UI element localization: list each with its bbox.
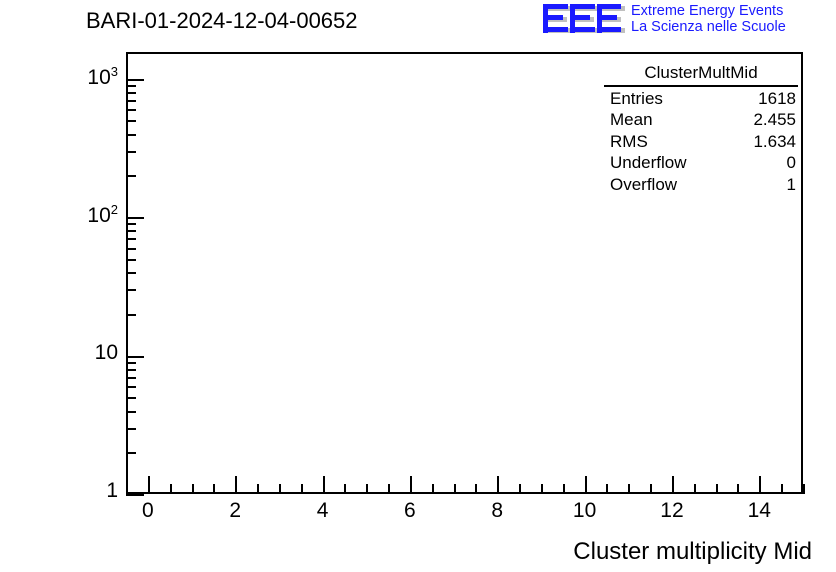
x-axis-tick bbox=[715, 484, 718, 494]
eee-logo-text: Extreme Energy Events La Scienza nelle S… bbox=[631, 3, 786, 35]
y-axis-tick bbox=[126, 272, 136, 275]
x-axis-label: 12 bbox=[660, 499, 684, 522]
stats-row-key: Mean bbox=[610, 110, 653, 129]
x-axis-title: Cluster multiplicity Mid bbox=[573, 538, 812, 565]
y-axis-tick bbox=[126, 84, 136, 87]
x-axis-tick bbox=[300, 484, 303, 494]
stats-row-key: Entries bbox=[610, 88, 663, 108]
y-axis-label: 103 bbox=[87, 63, 118, 89]
y-axis-tick bbox=[126, 238, 136, 241]
stats-box: ClusterMultMid Entries 1618 Mean 2.455 RMS 1.… bbox=[604, 62, 798, 195]
plot-frame bbox=[126, 52, 803, 494]
x-axis-tick bbox=[257, 484, 260, 494]
y-axis-tick bbox=[126, 109, 136, 112]
y-axis-tick bbox=[126, 230, 136, 233]
y-axis-tick bbox=[126, 150, 136, 153]
y-axis-tick bbox=[126, 427, 136, 430]
eee-logo-line2: La Scienza nelle Scuole bbox=[631, 19, 786, 35]
x-axis-tick bbox=[671, 476, 674, 494]
x-axis-tick bbox=[497, 476, 500, 494]
y-axis-tick bbox=[126, 361, 136, 364]
y-axis-tick bbox=[126, 376, 136, 379]
stats-row: Underflow 0 bbox=[604, 152, 798, 174]
stats-row: RMS 1.634 bbox=[604, 131, 798, 153]
stats-row: Mean 2.455 bbox=[604, 109, 798, 131]
x-axis-tick bbox=[169, 484, 172, 494]
stats-row: Overflow 1 bbox=[604, 174, 798, 196]
y-axis-tick bbox=[126, 410, 136, 413]
x-axis-label: 6 bbox=[404, 499, 416, 522]
y-axis-tick bbox=[126, 386, 136, 389]
x-axis-tick bbox=[650, 484, 653, 494]
y-axis-tick bbox=[126, 120, 136, 123]
x-axis-tick bbox=[344, 484, 347, 494]
x-axis-label: 2 bbox=[229, 499, 242, 522]
stats-row-value: 2.455 bbox=[753, 110, 796, 129]
x-axis-tick bbox=[540, 484, 543, 494]
y-axis-tick bbox=[126, 223, 136, 226]
x-axis-tick bbox=[759, 476, 762, 494]
x-axis-tick bbox=[803, 484, 805, 494]
x-axis-tick bbox=[191, 484, 194, 494]
stats-row-key: RMS bbox=[610, 131, 648, 151]
x-axis-tick bbox=[693, 484, 696, 494]
y-axis-tick bbox=[126, 99, 136, 102]
y-axis-tick bbox=[126, 494, 144, 496]
y-axis-tick bbox=[126, 397, 136, 400]
stats-row-value: 1 bbox=[786, 174, 796, 194]
y-axis-label: 102 bbox=[87, 202, 118, 227]
stats-row-value: 0 bbox=[786, 153, 796, 172]
stats-row-key: Overflow bbox=[610, 174, 678, 194]
stats-row-value: 1618 bbox=[758, 88, 796, 108]
x-axis-tick bbox=[628, 484, 631, 494]
y-axis-tick bbox=[126, 355, 144, 358]
stats-row: Entries 1618 bbox=[604, 88, 798, 110]
x-axis-tick bbox=[388, 484, 391, 494]
y-axis-tick bbox=[126, 78, 144, 81]
y-axis-tick bbox=[126, 313, 136, 316]
y-axis-tick bbox=[126, 91, 136, 94]
y-axis-tick bbox=[126, 368, 136, 371]
y-axis-tick bbox=[126, 133, 136, 136]
eee-logo-letters-icon bbox=[543, 4, 625, 33]
y-axis-tick bbox=[126, 217, 144, 219]
stats-row-key: Underflow bbox=[610, 153, 687, 172]
x-axis-tick bbox=[126, 484, 128, 494]
x-axis-tick bbox=[737, 484, 740, 494]
eee-logo: Extreme Energy Events La Scienza nelle S… bbox=[541, 2, 835, 42]
x-axis-label: 8 bbox=[491, 499, 504, 522]
x-axis-label: 10 bbox=[572, 499, 597, 522]
x-axis-tick bbox=[453, 484, 456, 494]
y-axis-tick bbox=[126, 258, 136, 261]
x-axis-tick bbox=[584, 476, 587, 494]
x-axis-tick bbox=[475, 484, 478, 494]
x-axis-tick bbox=[606, 484, 609, 494]
stats-row-value: 1.634 bbox=[753, 131, 796, 151]
y-axis-tick bbox=[126, 247, 136, 250]
y-axis-label: 1 bbox=[106, 479, 118, 502]
x-axis-tick bbox=[781, 484, 784, 494]
x-axis-tick bbox=[519, 484, 522, 494]
x-axis-tick bbox=[431, 484, 434, 494]
y-axis-tick bbox=[126, 175, 136, 178]
x-axis-tick bbox=[278, 484, 281, 494]
x-axis-label: 14 bbox=[747, 499, 771, 522]
x-axis-tick bbox=[213, 484, 216, 494]
eee-logo-line1: Extreme Energy Events bbox=[631, 3, 784, 19]
x-axis-tick bbox=[366, 484, 369, 494]
x-axis-tick bbox=[562, 484, 565, 494]
y-axis-tick bbox=[126, 289, 136, 292]
x-axis-label: 0 bbox=[141, 499, 154, 522]
page-title: BARI-01-2024-12-04-00652 bbox=[86, 8, 358, 33]
x-axis-label: 4 bbox=[316, 499, 329, 522]
stats-name: ClusterMultMid bbox=[604, 62, 798, 87]
y-axis-tick bbox=[126, 452, 136, 455]
x-axis-tick bbox=[322, 476, 325, 494]
y-axis-label: 10 bbox=[94, 340, 118, 364]
x-axis-tick bbox=[147, 476, 150, 494]
x-axis-tick bbox=[235, 476, 238, 494]
x-axis-tick bbox=[409, 476, 412, 494]
